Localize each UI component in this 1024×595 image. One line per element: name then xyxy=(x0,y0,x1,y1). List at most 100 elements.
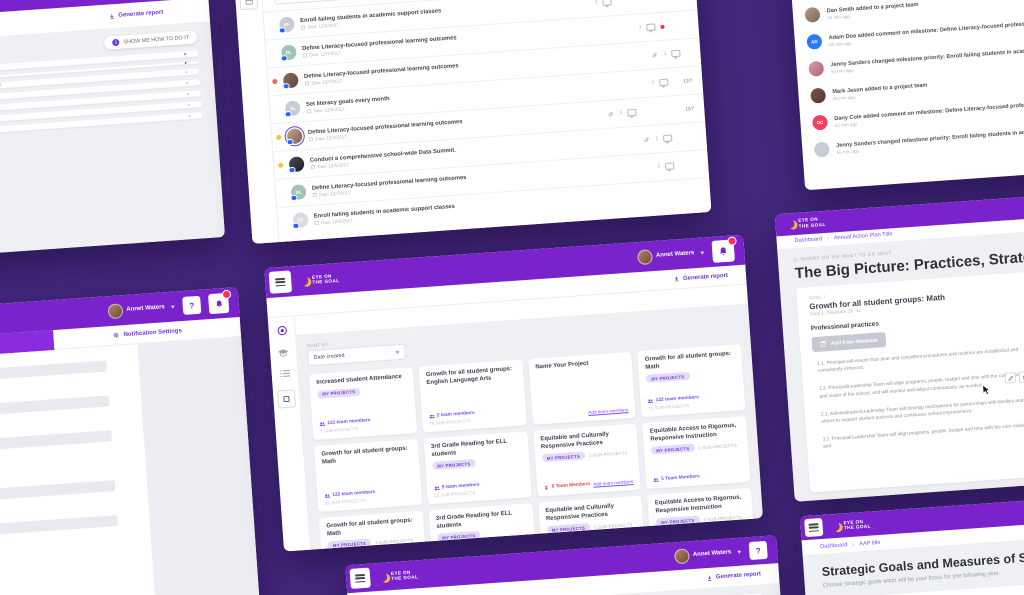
graduation-cap-icon[interactable] xyxy=(277,348,290,358)
add-team-members-link[interactable]: Add team members xyxy=(588,407,629,415)
checkbox-circle-icon[interactable] xyxy=(186,82,189,85)
checkbox-circle-icon[interactable] xyxy=(188,114,191,118)
team-members-link[interactable]: 9 team members xyxy=(434,480,524,491)
nav-item[interactable] xyxy=(892,510,898,534)
status-chip[interactable] xyxy=(682,130,697,144)
project-card[interactable]: Name Your Project xyxy=(527,351,636,425)
status-chip[interactable]: 12/7 xyxy=(678,74,693,88)
team-members-link[interactable]: 2 team members xyxy=(429,408,519,419)
nav-item[interactable] xyxy=(912,508,918,532)
crescent-moon-icon xyxy=(377,571,388,582)
app-logo[interactable]: EYE ON THE GOAL xyxy=(830,518,871,531)
team-members-link[interactable]: 122 team members xyxy=(319,415,409,426)
checkbox-circle-icon[interactable] xyxy=(184,53,187,56)
menu-button[interactable] xyxy=(349,567,371,589)
delete-button[interactable] xyxy=(1018,371,1024,384)
status-chip[interactable] xyxy=(674,18,689,32)
help-button[interactable]: ? xyxy=(182,295,202,315)
list-icon[interactable] xyxy=(279,369,291,379)
nav-item[interactable] xyxy=(420,257,426,287)
app-logo[interactable]: EYE ON THE GOAL xyxy=(785,216,826,229)
generate-report-button[interactable]: Generate report xyxy=(108,9,163,20)
team-members-link[interactable]: 5 Team Members xyxy=(653,471,743,482)
nav-item[interactable] xyxy=(847,209,852,231)
app-logo[interactable]: EYE ON THE GOAL xyxy=(378,569,419,582)
comment-icon[interactable] xyxy=(662,134,673,143)
app-logo[interactable]: EYE ON THE GOAL xyxy=(299,273,340,286)
add-from-database-button[interactable]: Add from database xyxy=(811,332,887,353)
generate-report-button[interactable]: Generate report xyxy=(673,272,728,283)
user-menu[interactable]: Annet Waters xyxy=(673,544,742,564)
projects-view-button[interactable] xyxy=(276,389,297,409)
milestone-row[interactable]: Conduct a comprehensive school-wide Data… xyxy=(273,121,708,180)
status-chip[interactable] xyxy=(663,103,678,117)
team-members-link[interactable]: 122 team members xyxy=(648,393,738,404)
nav-item[interactable] xyxy=(439,558,445,586)
project-card[interactable]: Equitable and Culturally Responsive Prac… xyxy=(532,423,641,497)
nav-item[interactable] xyxy=(400,258,406,288)
project-card[interactable]: Growth for all student groups: English L… xyxy=(418,359,527,433)
breadcrumb-link[interactable]: Dashboard xyxy=(819,541,848,550)
notifications-bell-button[interactable] xyxy=(711,236,737,263)
window-strategic-goals: EYE ON THE GOAL Dashboard › AAP title Str… xyxy=(799,483,1024,595)
project-card[interactable]: 3rd Grade Reading for ELL students MY PR… xyxy=(423,431,532,505)
status-chip[interactable] xyxy=(638,0,653,6)
menu-button[interactable] xyxy=(268,270,293,294)
project-card[interactable]: Equitable and Culturally Responsive Prac… xyxy=(537,495,646,550)
show-me-how-pill[interactable]: i SHOW ME HOW TO DO IT xyxy=(104,30,198,50)
status-chips: 12/7 xyxy=(646,102,695,118)
user-menu[interactable]: Annet Waters xyxy=(106,299,175,319)
checkbox-circle-icon[interactable] xyxy=(186,93,190,96)
status-chip[interactable] xyxy=(646,104,661,118)
notification-settings-link[interactable]: Notification Settings xyxy=(53,317,242,351)
project-card[interactable]: Growth for all student groups: Math MY P… xyxy=(637,344,746,418)
team-members-alert[interactable]: 0 Team Members xyxy=(544,479,634,490)
notifications-bell-button[interactable] xyxy=(207,289,232,315)
nav-item[interactable] xyxy=(360,261,366,291)
comment-icon[interactable] xyxy=(646,23,656,32)
project-card[interactable]: 3rd Grade Reading for ELL students MY PR… xyxy=(428,503,537,550)
status-chip[interactable]: 12/7 xyxy=(672,0,687,4)
milestone-filter-dropdown[interactable]: Show All Milestones xyxy=(273,0,352,5)
milestone-row[interactable]: Define Literacy-focused professional lea… xyxy=(267,37,702,96)
checkbox-circle-icon[interactable] xyxy=(184,62,187,65)
comment-icon[interactable] xyxy=(659,78,669,87)
practice-text: 1.1. Principal will ensure that clear an… xyxy=(817,347,1019,375)
milestone-row[interactable]: EF Enroll failing students in academic s… xyxy=(277,176,711,236)
notification-item[interactable]: Enroll failing students in academic supp… xyxy=(0,548,152,573)
edit-button[interactable] xyxy=(1004,372,1017,385)
help-button[interactable]: ? xyxy=(748,540,768,561)
nav-item[interactable] xyxy=(867,208,872,230)
milestone-row[interactable]: EF Enroll failing students in academic s… xyxy=(263,0,698,40)
add-team-members-link[interactable]: Add team members xyxy=(593,478,634,487)
milestone-row[interactable]: DL Define Literacy-focused professional … xyxy=(275,149,710,208)
generate-report-button[interactable]: Generate report xyxy=(706,571,761,582)
milestone-row[interactable]: Define Literacy-focused professional lea… xyxy=(271,93,706,152)
comment-icon[interactable] xyxy=(627,108,637,117)
calendar-button[interactable] xyxy=(239,0,259,11)
project-card[interactable]: Growth for all student groups: Math 122 … xyxy=(313,438,422,513)
checkbox-circle-icon[interactable] xyxy=(187,104,190,107)
status-chip[interactable] xyxy=(655,0,670,5)
user-menu[interactable]: Annet Waters xyxy=(636,245,705,265)
avatar xyxy=(282,72,299,89)
menu-button[interactable] xyxy=(804,517,824,538)
project-card[interactable]: Increased student Attendance MY PROJECTS… xyxy=(308,367,417,441)
comment-icon[interactable] xyxy=(602,0,612,7)
team-members-link[interactable]: 122 team members xyxy=(324,487,414,498)
comment-icon[interactable] xyxy=(664,162,675,171)
project-card[interactable]: Growth for all student groups: Math MY P… xyxy=(318,510,427,550)
comment-icon[interactable] xyxy=(671,49,681,58)
status-chip[interactable]: 12/7 xyxy=(680,102,695,116)
project-card[interactable]: Equitable Access to Rigorous, Responsive… xyxy=(642,415,751,490)
milestone-row[interactable]: DL Define Literacy-focused professional … xyxy=(265,9,700,68)
status-chip[interactable] xyxy=(621,0,636,8)
target-icon[interactable] xyxy=(276,325,288,337)
breadcrumb-link[interactable]: Dashboard xyxy=(794,236,823,245)
status-chip[interactable] xyxy=(684,158,699,172)
database-icon xyxy=(820,341,827,348)
nav-item[interactable] xyxy=(459,557,465,585)
milestone-row[interactable]: SL Set literacy goals every month Due: 1… xyxy=(269,65,704,124)
checkbox-circle-icon[interactable] xyxy=(185,71,188,74)
nav-item[interactable] xyxy=(380,260,386,290)
